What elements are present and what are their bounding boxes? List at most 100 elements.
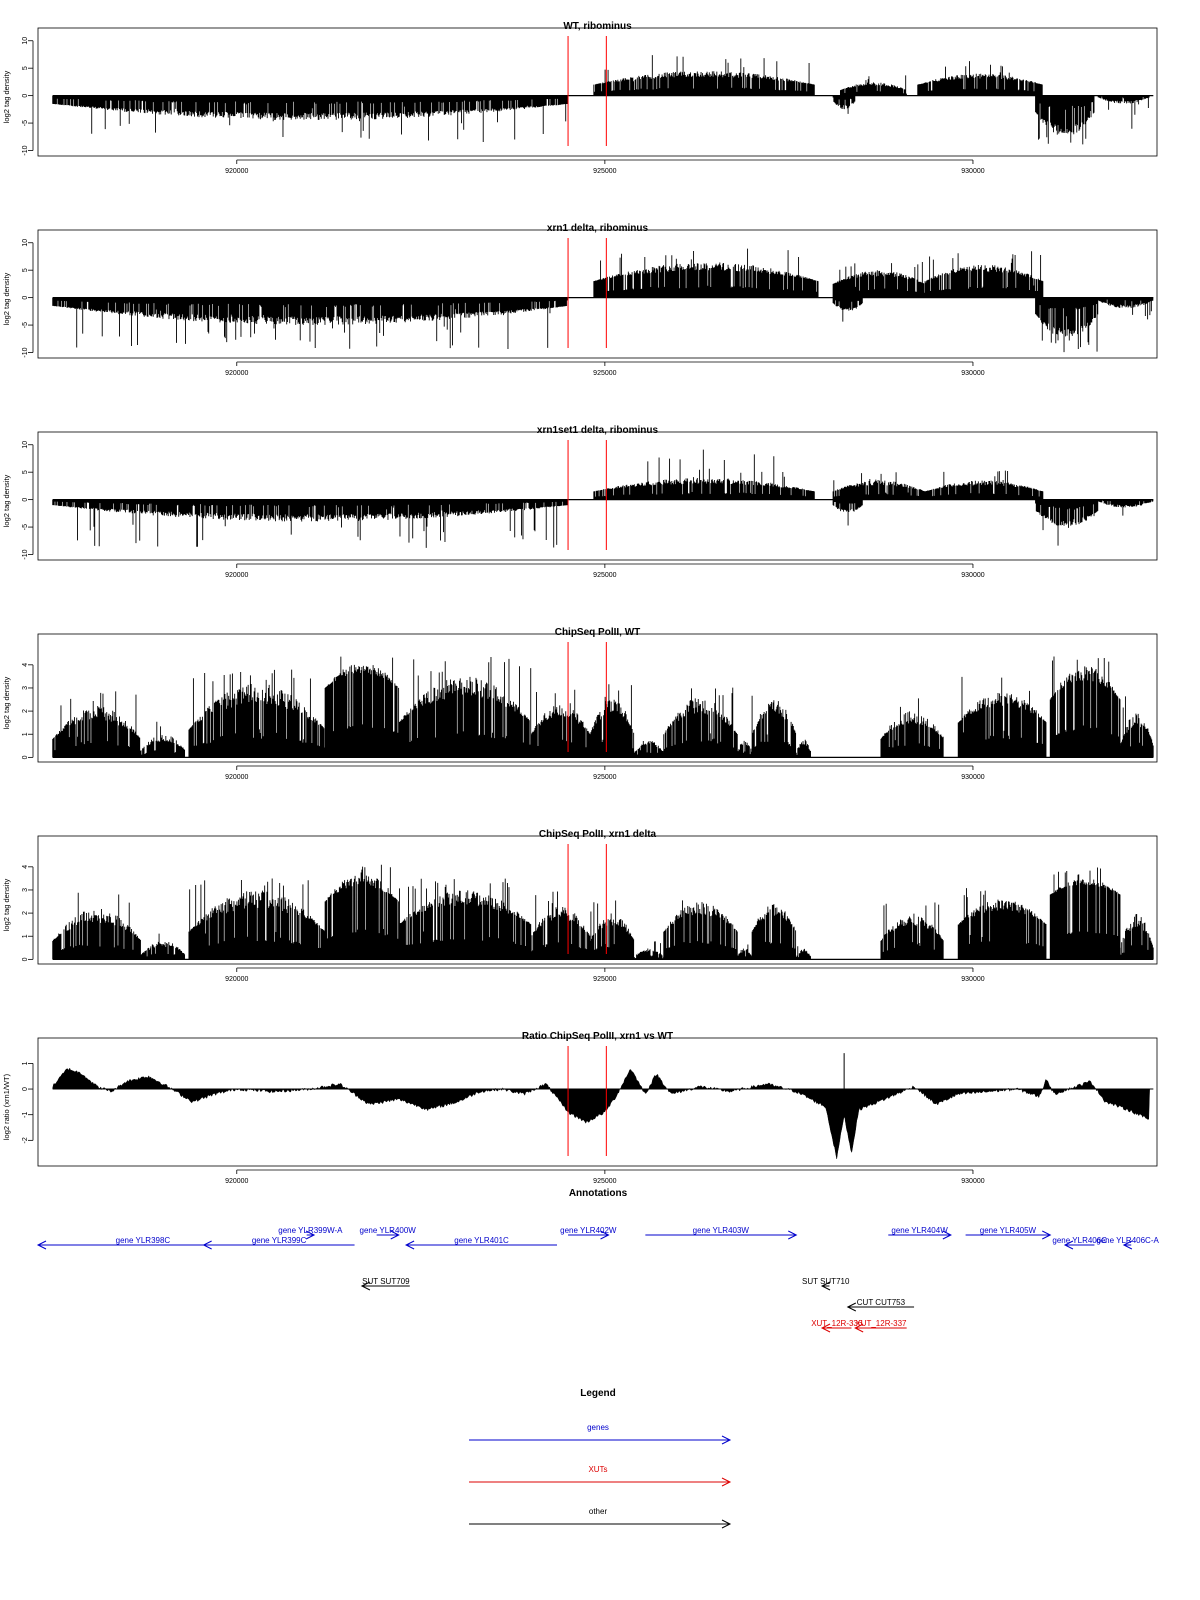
y-tick-label: 10 — [22, 441, 29, 449]
feature-label: gene YLR399W-A — [278, 1226, 343, 1235]
y-axis-label: log2 tag density — [2, 878, 11, 931]
feature-label: gene YLR401C — [454, 1236, 509, 1245]
x-tick-label: 925000 — [593, 774, 616, 781]
feature: gene YLR399C — [202, 1236, 355, 1250]
y-axis-label: log2 ratio (xrn1/WT) — [2, 1073, 11, 1140]
feature: gene YLR399W-A — [278, 1226, 343, 1240]
feature-label: SUT SUT709 — [362, 1277, 410, 1286]
y-tick-label: -5 — [22, 524, 29, 530]
feature-label: gene YLR406C — [1052, 1236, 1107, 1245]
x-tick-label: 925000 — [593, 572, 616, 579]
y-tick-label: -5 — [22, 322, 29, 328]
feature: gene YLR404W — [888, 1226, 952, 1240]
y-tick-label: 0 — [22, 94, 29, 98]
feature-arrow-head — [1063, 1240, 1074, 1250]
density-bars — [52, 656, 1154, 758]
x-tick-label: 925000 — [593, 1178, 616, 1185]
feature-label: gene YLR403W — [693, 1226, 750, 1235]
plot-frame — [37, 229, 1158, 359]
legend: Legend genes XUTs other — [469, 1388, 732, 1529]
feature-arrow-head — [942, 1230, 952, 1240]
legend-arrow-head — [721, 1435, 732, 1445]
legend-item: genes — [469, 1423, 732, 1445]
feature-label: gene YLR398C — [116, 1236, 171, 1245]
y-tick-label: 2 — [22, 709, 29, 713]
y-tick-label: 0 — [22, 296, 29, 300]
y-axis-label: log2 tag density — [2, 70, 11, 123]
y-tick-label: 10 — [22, 37, 29, 45]
feature-label: CUT CUT753 — [857, 1298, 906, 1307]
y-tick-label: 1 — [22, 1061, 29, 1065]
feature-label: gene YLR400W — [360, 1226, 417, 1235]
feature-label: gene YLR406C-A — [1096, 1236, 1159, 1245]
feature: gene YLR402W — [560, 1226, 617, 1240]
x-tick-label: 930000 — [961, 1178, 984, 1185]
feature-arrow-head — [788, 1230, 798, 1240]
y-tick-label: 0 — [22, 755, 29, 759]
data-bars — [52, 864, 1154, 960]
chart-panel: ChipSeq PolII, xrn1 delta log2 tag densit… — [2, 829, 1158, 983]
panel-title: WT, ribominus — [563, 21, 632, 32]
feature: gene YLR405W — [965, 1226, 1052, 1240]
y-tick-label: -5 — [22, 120, 29, 126]
y-tick-label: 2 — [22, 911, 29, 915]
y-axis-label: log2 tag density — [2, 272, 11, 325]
feature-arrow-head — [305, 1230, 316, 1240]
y-tick-label: -1 — [22, 1111, 29, 1117]
x-tick-label: 920000 — [225, 370, 248, 377]
feature: gene YLR403W — [645, 1226, 798, 1240]
feature-arrow-head — [600, 1230, 610, 1240]
y-tick-label: 0 — [22, 1087, 29, 1091]
x-tick-label: 920000 — [225, 976, 248, 983]
x-tick-label: 925000 — [593, 976, 616, 983]
y-tick-label: 10 — [22, 239, 29, 247]
feature-label: XUT_12R-337 — [855, 1319, 907, 1328]
y-tick-label: -10 — [22, 549, 29, 559]
y-tick-label: 5 — [22, 268, 29, 272]
y-tick-label: 3 — [22, 686, 29, 690]
y-tick-label: 1 — [22, 732, 29, 736]
y-tick-label: 0 — [22, 957, 29, 961]
x-tick-label: 920000 — [225, 1178, 248, 1185]
feature-arrow-head — [1042, 1230, 1052, 1240]
panel-title: Ratio ChipSeq PolII, xrn1 vs WT — [522, 1031, 673, 1042]
feature: gene YLR400W — [360, 1226, 417, 1240]
legend-arrow-head — [721, 1519, 732, 1529]
feature-arrow-head — [360, 1281, 371, 1291]
feature-arrow-head — [820, 1281, 831, 1291]
x-tick-label: 925000 — [593, 168, 616, 175]
x-tick-label: 920000 — [225, 572, 248, 579]
chart-panel: xrn1 delta, ribominus log2 tag density -10… — [2, 223, 1158, 377]
feature-label: gene YLR404W — [891, 1226, 948, 1235]
feature-label: gene YLR402W — [560, 1226, 617, 1235]
feature: XUT_12R-337 — [854, 1319, 907, 1333]
feature-arrow-head — [846, 1302, 857, 1312]
density-bars — [52, 449, 1154, 548]
feature: gene YLR406C — [1052, 1236, 1107, 1250]
annotations-title: Annotations — [569, 1188, 628, 1199]
feature-label: XUT_12R-336 — [811, 1319, 863, 1328]
data-bars — [52, 248, 1154, 353]
feature: SUT SUT709 — [360, 1277, 410, 1291]
y-tick-label: -10 — [22, 145, 29, 155]
feature-label: SUT SUT710 — [802, 1277, 850, 1286]
x-tick-label: 930000 — [961, 370, 984, 377]
legend-label: other — [589, 1507, 608, 1516]
chart-panel: xrn1set1 delta, ribominus log2 tag densit… — [2, 425, 1158, 579]
y-tick-label: 5 — [22, 470, 29, 474]
feature: SUT SUT710 — [802, 1277, 850, 1291]
x-tick-label: 930000 — [961, 774, 984, 781]
y-tick-label: 5 — [22, 66, 29, 70]
y-axis-label: log2 tag density — [2, 676, 11, 729]
plot-frame — [37, 633, 1158, 763]
y-axis-label: log2 tag density — [2, 474, 11, 527]
panel-title: xrn1 delta, ribominus — [547, 223, 649, 234]
panel-title: ChipSeq PolII, xrn1 delta — [539, 829, 657, 840]
feature-arrow-head — [202, 1240, 212, 1250]
data-bars — [52, 449, 1154, 548]
y-tick-label: 0 — [22, 498, 29, 502]
panel-title: ChipSeq PolII, WT — [555, 627, 641, 638]
x-tick-label: 930000 — [961, 168, 984, 175]
